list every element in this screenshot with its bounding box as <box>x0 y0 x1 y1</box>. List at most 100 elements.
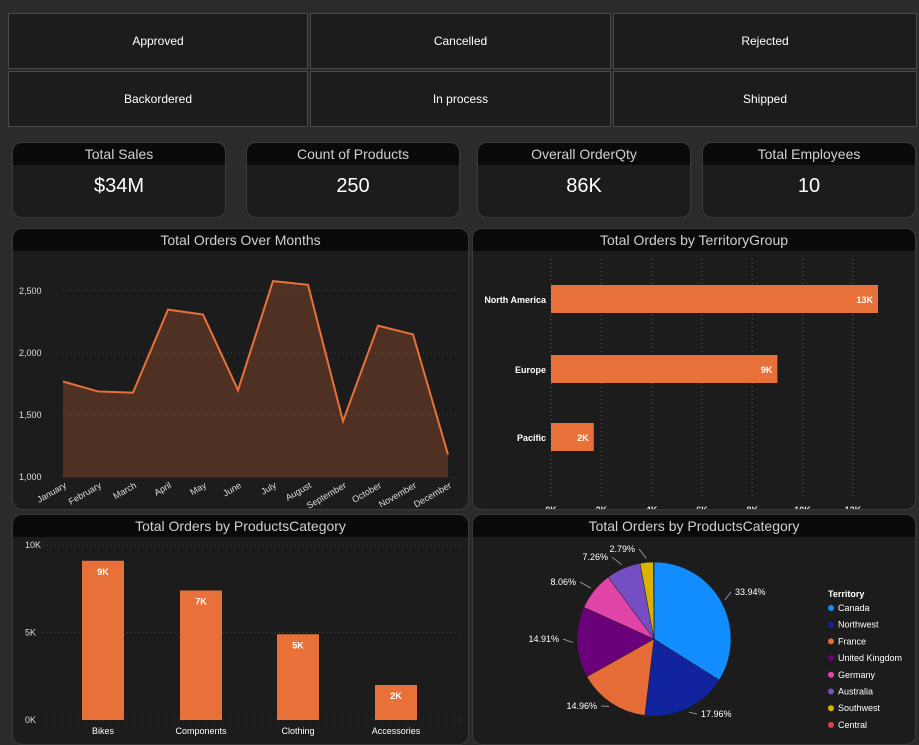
legend-marker <box>828 705 834 712</box>
kpi-value: 250 <box>336 175 370 197</box>
y-tick-label: 1,000 <box>19 472 42 482</box>
bar <box>375 685 417 720</box>
kpi-card-total-sales: Total Sales $34M <box>12 142 226 218</box>
kpi-card-count-of-products: Count of Products 250 <box>246 142 460 218</box>
leader-line <box>724 591 732 601</box>
hbar-chart-title: Total Orders by TerritoryGroup <box>473 229 915 251</box>
x-tick-label: June <box>221 480 243 498</box>
x-tick-label: July <box>259 480 278 497</box>
data-label: 7.26% <box>582 552 608 562</box>
y-tick-label: 2,500 <box>19 286 42 296</box>
bar <box>180 590 222 720</box>
data-label: 2K <box>577 433 589 443</box>
kpi-card-overall-orderqty: Overall OrderQty 86K <box>477 142 691 218</box>
slicer-cancelled[interactable]: Cancelled <box>310 13 611 69</box>
x-tick-label: November <box>377 480 418 509</box>
legend-entry: France <box>838 636 866 646</box>
y-tick-label: 5K <box>25 628 36 638</box>
category-label: Europe <box>515 365 546 375</box>
x-tick-label: 10K <box>794 505 811 510</box>
kpi-value: $34M <box>93 175 145 197</box>
legend-marker <box>828 605 834 611</box>
legend-entry: Southwest <box>838 703 881 713</box>
x-tick-label: March <box>111 480 138 501</box>
data-label: 33.94% <box>735 587 766 597</box>
y-tick-label: 1,500 <box>19 410 42 420</box>
hbar-chart-panel: Total Orders by TerritoryGroup 0K 2K 4K 6K 8… <box>472 228 916 510</box>
leader-line <box>579 581 592 589</box>
data-label: 7K <box>195 597 207 607</box>
category-label: Accessories <box>372 726 421 736</box>
x-tick-label: 2K <box>596 505 608 510</box>
x-tick-label: February <box>67 480 104 507</box>
area-chart-panel: Total Orders Over Months 1,000 1,500 2,000… <box>12 228 469 510</box>
x-tick-label: 0K <box>545 505 557 510</box>
series-line <box>62 279 449 455</box>
legend-marker <box>828 688 834 695</box>
legend-marker <box>828 671 834 678</box>
pie-chart-title: Total Orders by ProductsCategory <box>473 515 915 537</box>
category-label: North America <box>484 295 547 305</box>
x-tick-label: 6K <box>696 505 708 510</box>
slicer-rejected[interactable]: Rejected <box>613 13 917 69</box>
legend-entry: Canada <box>838 603 870 613</box>
kpi-value: 10 <box>797 175 821 197</box>
kpi-label: Overall OrderQty <box>478 143 690 165</box>
bar <box>277 634 319 720</box>
data-label: 13K <box>856 295 873 305</box>
y-tick-label: 0K <box>25 715 36 725</box>
slicer-approved[interactable]: Approved <box>8 13 308 69</box>
kpi-card-total-employees: Total Employees 10 <box>702 142 916 218</box>
legend-marker <box>828 721 834 728</box>
category-label: Pacific <box>517 433 546 443</box>
bar <box>551 355 778 383</box>
pie-slice <box>576 606 655 678</box>
legend-entry: Australia <box>838 687 873 697</box>
data-label: 9K <box>761 365 773 375</box>
vbar-chart-panel: Total Orders by ProductsCategory 0K 5K 10K… <box>12 514 469 745</box>
legend-entry: Central <box>838 720 867 730</box>
x-tick-label: December <box>412 480 453 509</box>
pie-slice <box>653 561 655 640</box>
legend-marker <box>828 638 834 645</box>
data-label: 8.06% <box>550 577 576 587</box>
kpi-label: Count of Products <box>247 143 459 165</box>
vbar-chart: 0K 5K 10K 9K Bikes 7K Components 5K Clothing 2K Ac… <box>25 540 463 736</box>
legend-entry: Germany <box>838 670 876 680</box>
pie-chart-panel: Total Orders by ProductsCategory 33.94% 1… <box>472 514 916 745</box>
x-tick-label: May <box>188 480 208 497</box>
data-label: 17.96% <box>701 709 732 719</box>
legend-marker <box>828 655 834 662</box>
kpi-label: Total Sales <box>13 143 225 165</box>
y-tick-label: 10K <box>25 540 41 550</box>
bar <box>82 560 124 720</box>
data-label: 5K <box>292 640 304 650</box>
x-tick-label: 4K <box>646 505 658 510</box>
slicer-backordered[interactable]: Backordered <box>8 71 308 127</box>
pie-chart: 33.94% 17.96% 14.96% 14.91% 8.06% 7.26%2.79% T… <box>528 544 902 730</box>
bar <box>551 285 878 313</box>
data-label: 9K <box>97 567 109 577</box>
slicer-shipped[interactable]: Shipped <box>613 71 917 127</box>
leader-line <box>638 548 647 559</box>
x-tick-label: 8K <box>746 505 758 510</box>
category-label: Components <box>175 726 227 736</box>
data-label: 14.91% <box>528 634 559 644</box>
bar <box>551 423 594 451</box>
x-tick-label: April <box>152 480 173 498</box>
x-tick-label: 12K <box>845 505 862 510</box>
x-tick-label: September <box>305 480 348 510</box>
legend-entry: United Kingdom <box>838 653 902 663</box>
pie-slice <box>586 638 655 716</box>
category-label: Clothing <box>281 726 314 736</box>
slicer-in-process[interactable]: In process <box>310 71 611 127</box>
x-tick-label: January <box>35 480 68 505</box>
area-chart-title: Total Orders Over Months <box>13 229 468 251</box>
hbar-chart: 0K 2K 4K 6K 8K 10K 12K North America 13K Europe 9K… <box>484 259 878 510</box>
pie-slice <box>644 638 720 717</box>
category-label: Bikes <box>92 726 115 736</box>
y-tick-label: 2,000 <box>19 348 42 358</box>
vbar-chart-title: Total Orders by ProductsCategory <box>13 515 468 537</box>
leader-line <box>688 711 698 715</box>
